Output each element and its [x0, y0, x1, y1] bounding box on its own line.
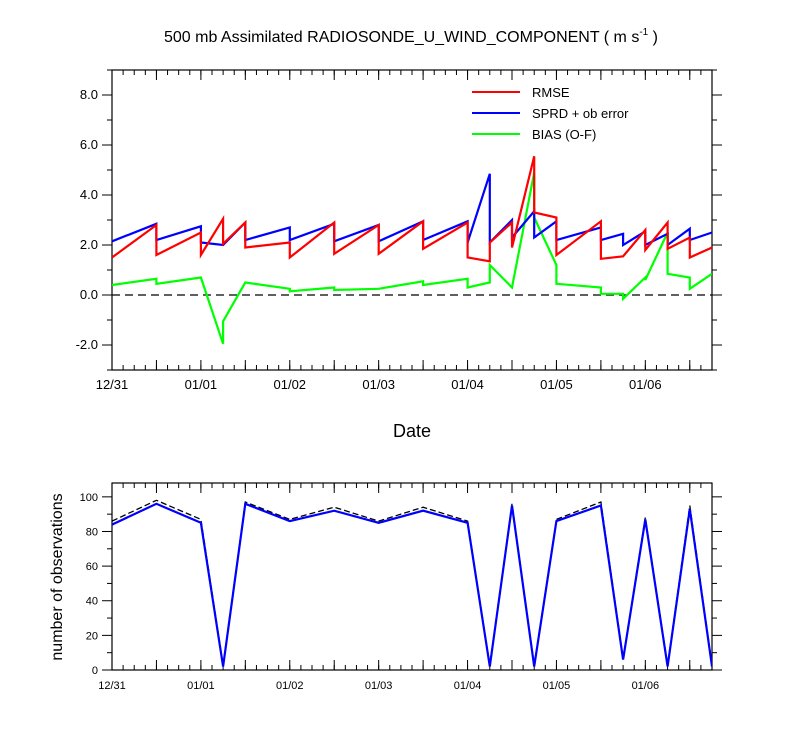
series-line — [112, 156, 712, 263]
y-tick-label: 100 — [80, 492, 98, 504]
series-line — [112, 172, 712, 345]
x-tick-label: 01/01 — [185, 377, 218, 392]
x-tick-label: 01/05 — [540, 377, 573, 392]
legend-label: BIAS (O-F) — [532, 127, 596, 142]
y-tick-label: 60 — [86, 561, 98, 573]
x-tick-label: 01/05 — [543, 680, 571, 692]
bottom-series — [112, 499, 712, 667]
legend-label: RMSE — [532, 85, 570, 100]
y-tick-label: 8.0 — [80, 87, 98, 102]
x-tick-label: 12/31 — [96, 377, 129, 392]
x-tick-label: 01/04 — [451, 377, 484, 392]
chart-title: 500 mb Assimilated RADIOSONDE_U_WIND_COM… — [164, 27, 658, 46]
x-tick-label: 01/03 — [362, 377, 395, 392]
y-tick-label: 0.0 — [80, 287, 98, 302]
bottom-ticks: 12/31 01/01 01/02 01/03 01/04 01/05 01/06 0 20 40… — [80, 483, 722, 692]
x-tick-label: 01/06 — [629, 377, 662, 392]
chart-title-close: ) — [648, 29, 658, 46]
chart-title-main: 500 mb Assimilated RADIOSONDE_U_WIND_COM… — [164, 29, 639, 46]
bottom-panel: 12/31 01/01 01/02 01/03 01/04 01/05 01/06 0 20 40… — [49, 482, 722, 692]
y-axis-label-bottom: number of observations — [49, 493, 66, 660]
x-tick-label: 12/31 — [98, 680, 126, 692]
y-tick-label: -2.0 — [76, 337, 98, 352]
y-tick-label: 6.0 — [80, 137, 98, 152]
y-tick-label: 20 — [86, 630, 98, 642]
chart-title-superscript: -1 — [639, 27, 648, 38]
x-tick-label: 01/06 — [632, 680, 660, 692]
x-tick-label: 01/03 — [365, 680, 393, 692]
top-ticks: 12/31 01/01 01/02 01/03 01/04 01/05 01/06 -2.0 0… — [76, 69, 722, 392]
y-tick-label: 4.0 — [80, 187, 98, 202]
y-tick-label: 0 — [92, 665, 98, 677]
bottom-plot-frame — [111, 482, 713, 671]
y-tick-label: 80 — [86, 526, 98, 538]
legend-label: SPRD + ob error — [532, 106, 629, 121]
x-axis-label: Date — [393, 421, 431, 441]
top-panel: 12/31 01/01 01/02 01/03 01/04 01/05 01/06 -2.0 0… — [76, 69, 722, 441]
y-tick-label: 40 — [86, 596, 98, 608]
x-tick-label: 01/02 — [274, 377, 307, 392]
top-series — [112, 156, 712, 345]
y-tick-label: 2.0 — [80, 237, 98, 252]
x-tick-label: 01/02 — [276, 680, 304, 692]
legend: RMSE SPRD + ob error BIAS (O-F) — [472, 85, 629, 142]
series-line — [112, 502, 712, 667]
x-tick-label: 01/01 — [187, 680, 215, 692]
x-tick-label: 01/04 — [454, 680, 482, 692]
